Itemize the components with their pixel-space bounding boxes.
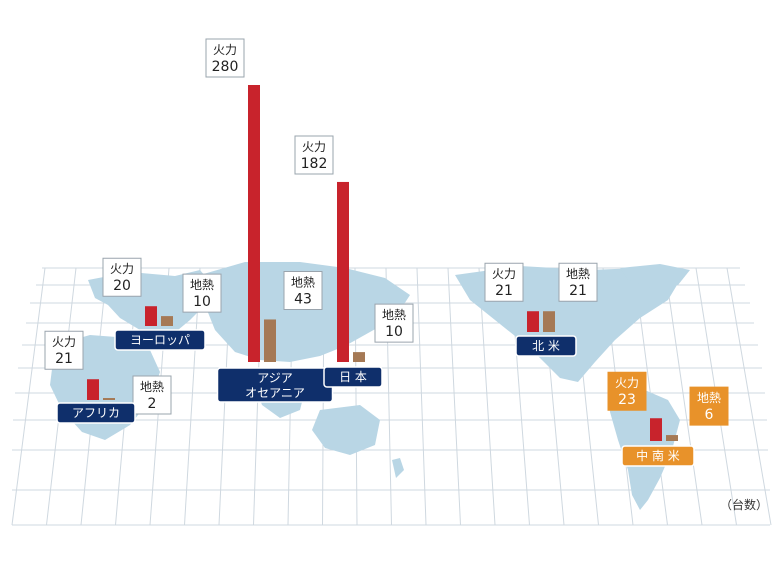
geothermal-bar-3 xyxy=(353,352,365,362)
callout-5-1: 地熱 6 xyxy=(689,386,729,426)
bars xyxy=(87,85,678,441)
callout-5-0: 火力 23 xyxy=(607,371,647,411)
callout-box xyxy=(44,330,84,370)
region-label-5: 中 南 米 xyxy=(621,445,695,467)
callout-series-name: 火力 xyxy=(52,335,76,349)
callout-0-1: 地熱 10 xyxy=(182,273,222,313)
callout-value: 21 xyxy=(569,283,587,299)
region-label-text: オセアニア xyxy=(245,386,305,400)
region-label-text: アジア xyxy=(257,371,293,385)
callout-box xyxy=(182,273,222,313)
callout-series-name: 地熱 xyxy=(140,380,164,394)
thermal-bar-1 xyxy=(87,379,99,400)
callout-1-1: 地熱 2 xyxy=(132,375,172,415)
callout-box xyxy=(102,257,142,297)
callout-series-name: 地熱 xyxy=(697,391,721,405)
region-label-box xyxy=(515,335,577,357)
grid-line-v xyxy=(478,267,496,526)
grid-line-v xyxy=(416,267,427,526)
callout-4-1: 地熱 21 xyxy=(558,262,598,302)
value-callouts: 火力 20 地熱 10 火力 21 地熱 2 火力 280 地熱 43 火力 182 地熱 10 火力 21 地熱 2… xyxy=(44,38,729,426)
region-label-box xyxy=(114,329,206,351)
geothermal-bar-2 xyxy=(264,319,276,362)
callout-series-name: 地熱 xyxy=(382,308,406,322)
grid-line-v xyxy=(726,267,772,526)
callout-1-0: 火力 21 xyxy=(44,330,84,370)
land-new-zealand xyxy=(392,458,404,478)
thermal-bar-0 xyxy=(145,306,157,326)
callout-value: 43 xyxy=(294,291,312,307)
callout-0-0: 火力 20 xyxy=(102,257,142,297)
grid-line-v xyxy=(11,267,46,526)
thermal-bar-3 xyxy=(337,181,349,362)
callout-series-name: 火力 xyxy=(615,376,639,390)
callout-box xyxy=(558,262,598,302)
geothermal-bar-5 xyxy=(666,435,678,441)
thermal-bar-4 xyxy=(527,311,539,332)
callout-series-name: 火力 xyxy=(213,43,237,57)
callout-value: 280 xyxy=(212,59,239,75)
callout-box xyxy=(283,270,323,310)
callout-series-name: 地熱 xyxy=(566,267,590,281)
land-oceania xyxy=(312,405,380,455)
callout-2-1: 地熱 43 xyxy=(283,270,323,310)
grid-line-v xyxy=(664,267,703,526)
callout-box xyxy=(484,262,524,302)
geothermal-bar-1 xyxy=(103,398,115,400)
geothermal-bar-0 xyxy=(161,316,173,326)
unit-label: （台数） xyxy=(719,498,768,512)
land-greenland xyxy=(620,264,690,288)
callout-series-name: 火力 xyxy=(492,267,516,281)
region-label-text: 日 本 xyxy=(339,370,367,384)
thermal-bar-2 xyxy=(248,85,260,362)
callout-value: 10 xyxy=(385,324,403,340)
callout-series-name: 火力 xyxy=(110,262,134,276)
callout-3-0: 火力 182 xyxy=(294,135,334,175)
region-label-text: 中 南 米 xyxy=(636,448,680,463)
region-label-4: 北 米 xyxy=(515,335,577,357)
thermal-bar-5 xyxy=(650,418,662,441)
region-label-box xyxy=(621,445,695,467)
callout-box xyxy=(689,386,729,426)
region-label-box xyxy=(56,402,136,424)
callout-box xyxy=(294,135,334,175)
region-label-0: ヨーロッパ xyxy=(114,329,206,351)
callout-value: 21 xyxy=(495,283,513,299)
callout-box xyxy=(607,371,647,411)
callout-value: 23 xyxy=(618,392,636,408)
region-label-text: ヨーロッパ xyxy=(130,333,190,347)
callout-value: 6 xyxy=(705,407,714,423)
callout-series-name: 地熱 xyxy=(291,275,315,289)
grid-line-v xyxy=(447,267,461,526)
callout-4-0: 火力 21 xyxy=(484,262,524,302)
geothermal-bar-4 xyxy=(543,311,555,332)
callout-series-name: 地熱 xyxy=(190,278,214,292)
callout-value: 182 xyxy=(301,156,328,172)
callout-value: 2 xyxy=(148,396,157,412)
callout-value: 10 xyxy=(193,294,211,310)
region-label-box xyxy=(323,366,383,388)
region-label-3: 日 本 xyxy=(323,366,383,388)
region-label-1: アフリカ xyxy=(56,402,136,424)
callout-box xyxy=(374,303,414,343)
callout-box xyxy=(205,38,245,78)
callout-value: 20 xyxy=(113,278,131,294)
callout-2-0: 火力 280 xyxy=(205,38,245,78)
callout-3-1: 地熱 10 xyxy=(374,303,414,343)
region-label-text: 北 米 xyxy=(532,339,560,353)
region-label-text: アフリカ xyxy=(72,406,120,420)
callout-box xyxy=(132,375,172,415)
callout-value: 21 xyxy=(55,351,73,367)
callout-series-name: 火力 xyxy=(302,140,326,154)
